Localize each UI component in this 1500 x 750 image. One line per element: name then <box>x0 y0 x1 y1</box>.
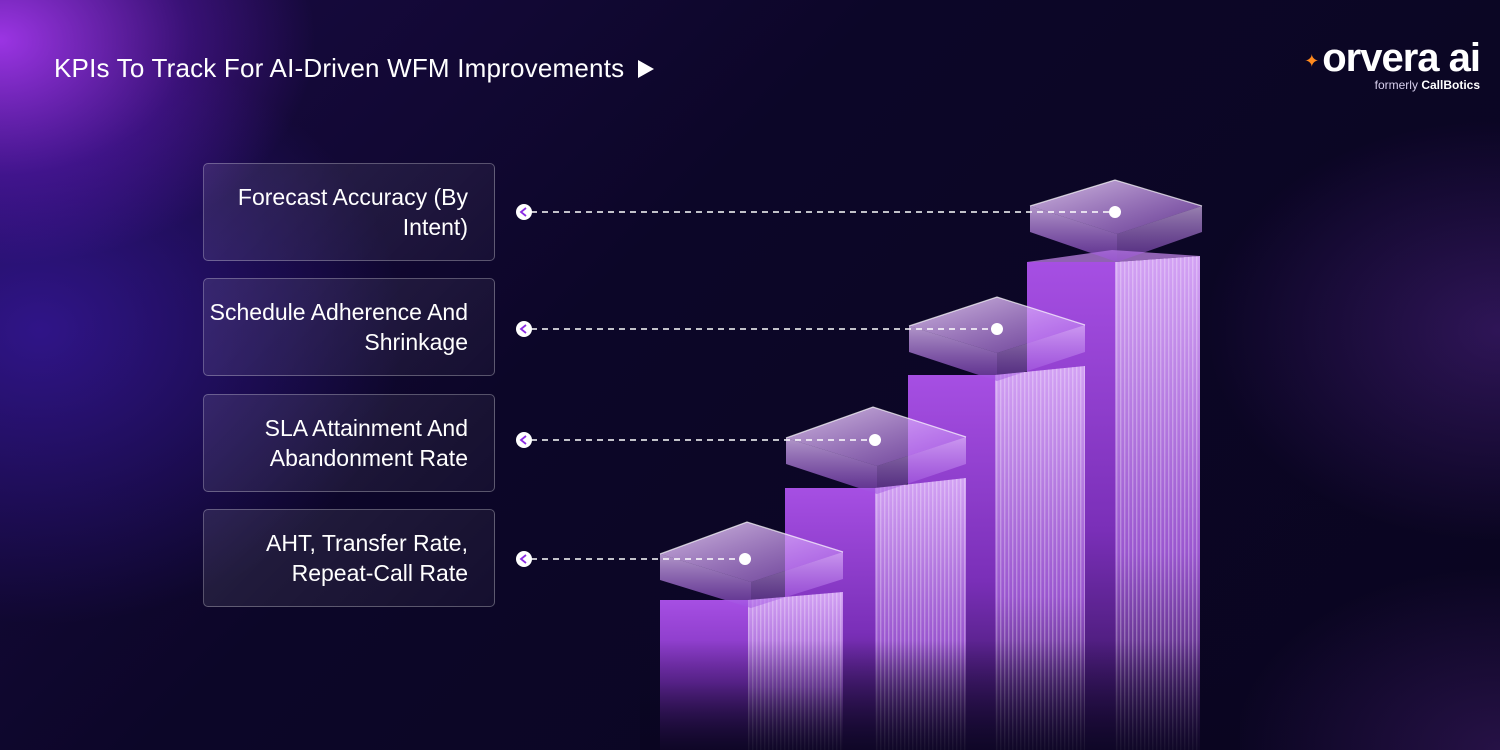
arrow-left-icon <box>516 204 532 220</box>
kpi-card-label: Schedule Adherence And Shrinkage <box>209 299 468 355</box>
kpi-card-forecast-accuracy: Forecast Accuracy (By Intent) <box>203 163 495 261</box>
kpi-card-sla-attainment: SLA Attainment And Abandonment Rate <box>203 394 495 492</box>
brand-subtitle-name: CallBotics <box>1421 78 1480 92</box>
spark-icon: ✦ <box>1304 51 1319 71</box>
brand-name: ✦ orvera ai <box>1304 36 1481 80</box>
brand-subtitle-prefix: formerly <box>1374 78 1418 92</box>
arrow-left-icon <box>516 551 532 567</box>
kpi-card-schedule-adherence: Schedule Adherence And Shrinkage <box>203 278 495 376</box>
connector-1 <box>516 204 1121 220</box>
glass-cap-4 <box>1029 179 1203 262</box>
connector-4 <box>516 551 751 567</box>
brand-subtitle: formerly CallBotics <box>1310 78 1480 92</box>
kpi-card-label: SLA Attainment And Abandonment Rate <box>264 415 468 471</box>
connector-3 <box>516 432 881 448</box>
glass-cap-1 <box>659 521 844 608</box>
bar-floor-fade <box>640 640 1240 750</box>
kpi-card-label: AHT, Transfer Rate, Repeat-Call Rate <box>266 530 468 586</box>
kpi-card-label: Forecast Accuracy (By Intent) <box>237 184 468 240</box>
play-icon[interactable] <box>638 59 655 78</box>
arrow-left-icon <box>516 321 532 337</box>
connector-2 <box>516 321 1003 337</box>
brand-name-text: orvera ai <box>1322 36 1481 80</box>
arrow-left-icon <box>516 432 532 448</box>
page-title-text: KPIs To Track For AI-Driven WFM Improvem… <box>54 53 625 83</box>
page-title: KPIs To Track For AI-Driven WFM Improvem… <box>54 53 655 84</box>
brand-logo: ✦ orvera ai formerly CallBotics <box>1304 36 1481 92</box>
kpi-card-aht-transfer: AHT, Transfer Rate, Repeat-Call Rate <box>203 509 495 607</box>
